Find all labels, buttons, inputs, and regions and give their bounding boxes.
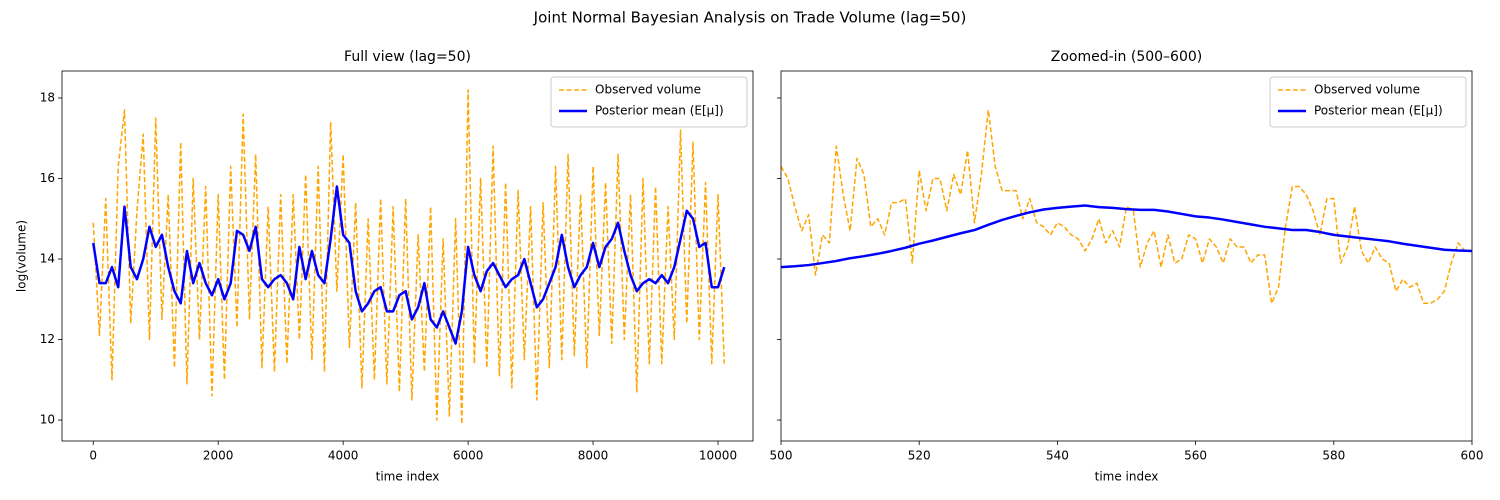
y-tick-label: 18 <box>40 90 55 104</box>
y-tick-label: 14 <box>40 252 55 266</box>
legend-label: Posterior mean (E[μ]) <box>595 104 724 118</box>
x-tick-label: 560 <box>1184 449 1207 463</box>
x-tick-label: 600 <box>1461 449 1484 463</box>
legend-label: Observed volume <box>595 83 701 97</box>
plot-area <box>781 109 1472 305</box>
x-tick-label: 2000 <box>203 449 234 463</box>
x-axis-label: time index <box>1095 470 1159 484</box>
series-line <box>92 89 726 425</box>
figure-title: Joint Normal Bayesian Analysis on Trade … <box>533 9 967 27</box>
x-tick-label: 500 <box>770 449 793 463</box>
axes-frame <box>780 70 1473 442</box>
legend-box <box>1269 76 1467 128</box>
series-line <box>92 185 726 345</box>
legend-box <box>550 76 748 128</box>
x-tick-label: 0 <box>89 449 97 463</box>
x-tick-label: 580 <box>1322 449 1345 463</box>
y-axis-label: log(volume) <box>15 220 29 292</box>
legend-label: Posterior mean (E[μ]) <box>1314 104 1443 118</box>
subplot-title: Zoomed-in (500–600) <box>1051 49 1203 65</box>
y-tick-label: 16 <box>40 171 55 185</box>
x-tick-label: 10000 <box>699 449 737 463</box>
subplot-title: Full view (lag=50) <box>344 49 471 65</box>
x-tick-label: 8000 <box>578 449 609 463</box>
x-tick-label: 6000 <box>453 449 484 463</box>
x-tick-label: 520 <box>908 449 931 463</box>
x-tick-label: 540 <box>1046 449 1069 463</box>
plot-area <box>92 89 726 425</box>
legend-label: Observed volume <box>1314 83 1420 97</box>
axes-frame <box>61 70 754 442</box>
y-tick-label: 12 <box>40 332 55 346</box>
y-tick-label: 10 <box>40 413 55 427</box>
x-tick-label: 4000 <box>328 449 359 463</box>
series-line <box>781 109 1472 305</box>
series-line <box>781 204 1472 269</box>
x-axis-label: time index <box>376 470 440 484</box>
